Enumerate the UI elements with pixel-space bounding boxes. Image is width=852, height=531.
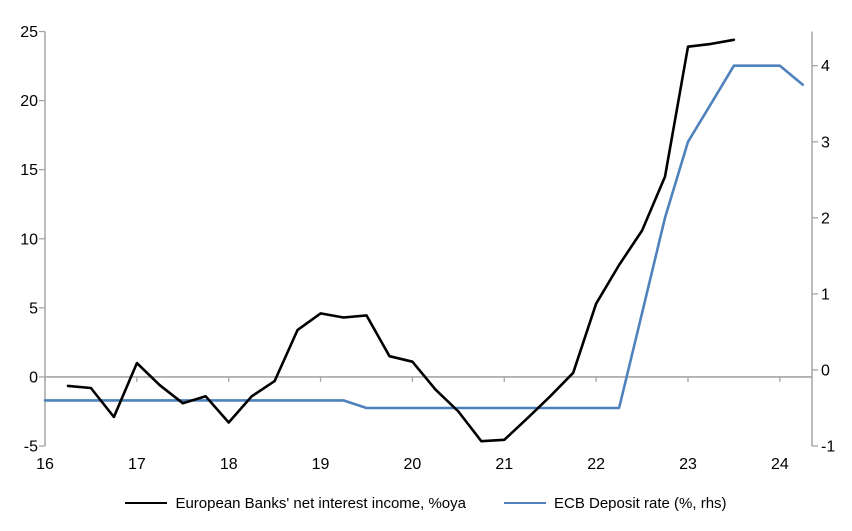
series-line-ecb-deposit-rate	[43, 64, 805, 410]
legend-line-swatch-blue	[503, 502, 546, 504]
series-line-european-banks-nii	[66, 38, 736, 443]
legend: European Banks' net interest income, %oy…	[0, 490, 852, 516]
x-axis-tick-label: 24	[771, 456, 789, 473]
right-axis-tick-label: -1	[821, 439, 835, 456]
legend-item-nii: European Banks' net interest income, %oy…	[125, 495, 466, 512]
left-axis-tick-label: 0	[29, 369, 38, 386]
left-axis-tick-label: 15	[20, 162, 38, 179]
x-axis-tick-label: 18	[220, 456, 238, 473]
right-axis-tick-label: 0	[821, 362, 830, 379]
left-axis-tick-label: 20	[20, 93, 38, 110]
legend-label-ecb: ECB Deposit rate (%, rhs)	[553, 494, 727, 512]
left-axis-tick-label: 25	[20, 24, 38, 41]
left-axis-tick-label: 10	[20, 231, 38, 248]
left-axis-tick-label: 5	[29, 300, 38, 317]
x-axis-tick-label: 17	[128, 456, 146, 473]
right-axis-tick-label: 3	[821, 134, 830, 151]
right-axis-tick-label: 4	[821, 58, 830, 75]
legend-line-swatch-black	[125, 502, 168, 504]
left-axis-tick-label: -5	[24, 439, 38, 456]
x-axis-tick-label: 23	[679, 456, 697, 473]
x-axis-tick-label: 22	[587, 456, 605, 473]
x-axis-tick-label: 21	[495, 456, 513, 473]
right-axis-tick-label: 2	[821, 210, 830, 227]
x-axis-tick-label: 20	[404, 456, 422, 473]
legend-label-nii: European Banks' net interest income, %oy…	[175, 494, 466, 512]
right-axis-tick-label: 1	[821, 286, 830, 303]
legend-item-ecb: ECB Deposit rate (%, rhs)	[503, 494, 727, 512]
x-axis-tick-label: 19	[312, 456, 330, 473]
x-axis-tick-label: 16	[36, 456, 54, 473]
